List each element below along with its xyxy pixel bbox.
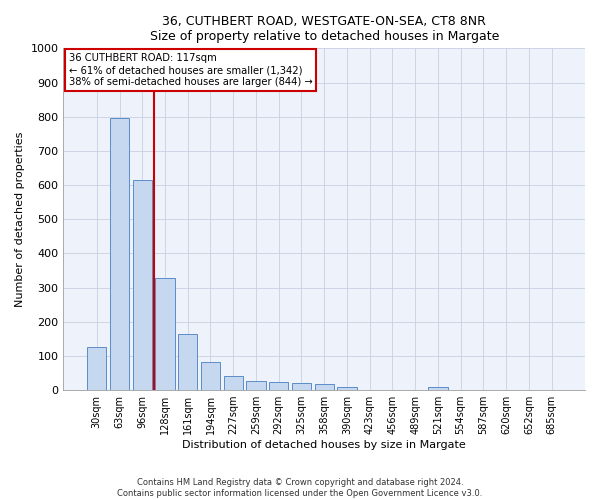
Bar bbox=[224, 376, 243, 390]
Bar bbox=[133, 180, 152, 390]
Text: Contains HM Land Registry data © Crown copyright and database right 2024.
Contai: Contains HM Land Registry data © Crown c… bbox=[118, 478, 482, 498]
Bar bbox=[110, 118, 129, 390]
Bar bbox=[155, 278, 175, 390]
X-axis label: Distribution of detached houses by size in Margate: Distribution of detached houses by size … bbox=[182, 440, 466, 450]
Text: 36 CUTHBERT ROAD: 117sqm
← 61% of detached houses are smaller (1,342)
38% of sem: 36 CUTHBERT ROAD: 117sqm ← 61% of detach… bbox=[68, 54, 313, 86]
Title: 36, CUTHBERT ROAD, WESTGATE-ON-SEA, CT8 8NR
Size of property relative to detache: 36, CUTHBERT ROAD, WESTGATE-ON-SEA, CT8 … bbox=[149, 15, 499, 43]
Y-axis label: Number of detached properties: Number of detached properties bbox=[15, 132, 25, 307]
Bar bbox=[292, 383, 311, 390]
Bar bbox=[201, 362, 220, 390]
Bar bbox=[178, 334, 197, 390]
Bar bbox=[87, 348, 106, 390]
Bar bbox=[428, 386, 448, 390]
Bar bbox=[314, 384, 334, 390]
Bar bbox=[247, 381, 266, 390]
Bar bbox=[337, 386, 356, 390]
Bar bbox=[269, 382, 289, 390]
